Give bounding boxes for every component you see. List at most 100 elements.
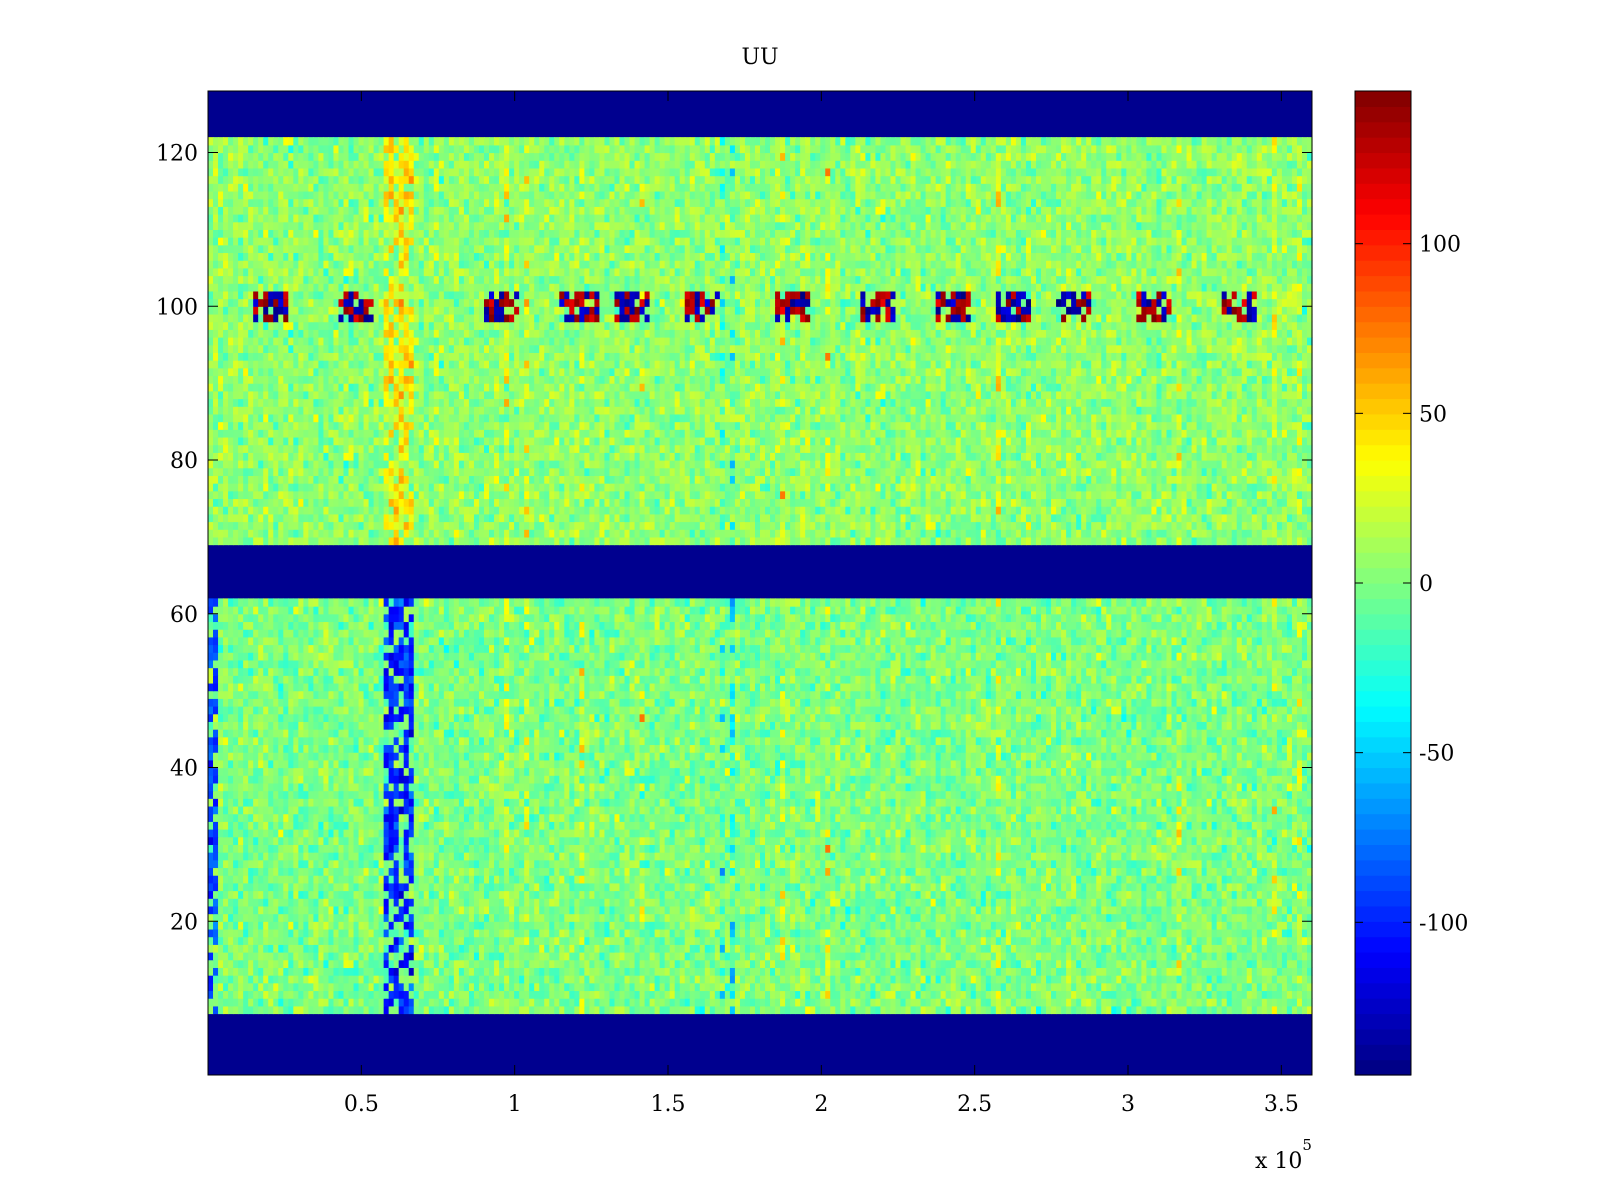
heatmap-cell [995, 928, 1002, 938]
heatmap-cell [393, 836, 400, 845]
heatmap-cell [905, 952, 912, 961]
heatmap-cell [850, 944, 856, 953]
heatmap-cell [499, 882, 505, 892]
heatmap-cell [574, 936, 580, 945]
heatmap-cell [499, 944, 505, 953]
heatmap-cell [1206, 913, 1213, 922]
heatmap-cell [785, 867, 791, 876]
heatmap-cell [699, 836, 706, 845]
heatmap-cell [1211, 959, 1218, 968]
heatmap-cell [930, 875, 937, 884]
heatmap-cell [258, 952, 264, 961]
heatmap-cell [283, 836, 289, 845]
heatmap-cell [223, 836, 229, 845]
heatmap-cell [308, 921, 314, 930]
heatmap-cell [679, 921, 686, 930]
heatmap-cell [318, 990, 325, 999]
heatmap-cell [218, 928, 224, 938]
heatmap-cell [754, 890, 761, 899]
heatmap-cell [749, 1005, 756, 1015]
heatmap-cell [1181, 867, 1188, 876]
heatmap-cell [935, 998, 942, 1007]
heatmap-cell [765, 990, 771, 999]
heatmap-cell [1241, 875, 1248, 884]
heatmap-cell [1151, 990, 1158, 999]
heatmap-cell [1156, 905, 1163, 915]
heatmap-cell [408, 859, 415, 869]
heatmap-cell [960, 913, 967, 922]
heatmap-cell [1191, 898, 1198, 907]
heatmap-cell [840, 867, 846, 876]
heatmap-cell [589, 982, 595, 992]
heatmap-cell [1216, 913, 1223, 922]
heatmap-cell [920, 936, 927, 945]
heatmap-cell [749, 998, 756, 1007]
heatmap-cell [1171, 859, 1178, 869]
heatmap-cell [1096, 975, 1102, 984]
heatmap-cell [1081, 990, 1087, 999]
heatmap-cell [499, 975, 505, 984]
heatmap-cell [965, 952, 972, 961]
heatmap-cell [438, 867, 445, 876]
heatmap-cell [1000, 1005, 1007, 1015]
heatmap-cell [398, 836, 405, 845]
heatmap-cell [428, 1005, 435, 1015]
heatmap-cell [955, 928, 962, 938]
heatmap-cell [499, 859, 505, 869]
heatmap-cell [458, 913, 465, 922]
heatmap-cell [1301, 1005, 1308, 1015]
heatmap-cell [1181, 936, 1188, 945]
heatmap-cell [895, 890, 902, 899]
heatmap-cell [1271, 890, 1278, 899]
heatmap-cell [1276, 982, 1283, 992]
heatmap-cell [1071, 867, 1077, 876]
heatmap-cell [243, 1005, 249, 1015]
heatmap-cell [1201, 959, 1208, 968]
heatmap-cell [1261, 844, 1268, 853]
heatmap-cell [649, 882, 656, 892]
heatmap-cell [318, 1005, 325, 1015]
heatmap-cell [393, 936, 400, 945]
heatmap-cell [679, 867, 686, 876]
heatmap-cell [564, 913, 570, 922]
heatmap-cell [970, 959, 977, 968]
heatmap-cell [1231, 859, 1238, 869]
heatmap-cell [679, 975, 686, 984]
heatmap-cell [323, 975, 330, 984]
heatmap-cell [413, 844, 420, 853]
heatmap-cell [1101, 975, 1107, 984]
heatmap-cell [514, 998, 520, 1007]
heatmap-cell [403, 990, 410, 999]
heatmap-cell [770, 844, 776, 853]
heatmap-cell [288, 944, 294, 953]
heatmap-cell [363, 982, 370, 992]
heatmap-cell [775, 998, 781, 1007]
heatmap-cell [970, 998, 977, 1007]
heatmap-cell [288, 913, 294, 922]
heatmap-cell [1066, 844, 1072, 853]
heatmap-cell [679, 990, 686, 999]
heatmap-cell [559, 844, 565, 853]
heatmap-cell [664, 944, 671, 953]
heatmap-cell [283, 882, 289, 892]
heatmap-cell [1206, 952, 1213, 961]
heatmap-cell [363, 921, 370, 930]
heatmap-cell [238, 882, 244, 892]
heatmap-cell [478, 936, 485, 945]
heatmap-cell [689, 967, 696, 976]
heatmap-cell [709, 975, 716, 984]
heatmap-cell [739, 975, 746, 984]
heatmap-cell [1136, 1005, 1142, 1015]
heatmap-cell [458, 898, 465, 907]
heatmap-cell [1231, 890, 1238, 899]
heatmap-cell [549, 844, 555, 853]
heatmap-cell [950, 936, 957, 945]
heatmap-cell [1106, 952, 1112, 961]
heatmap-cell [855, 844, 861, 853]
heatmap-cell [1066, 867, 1072, 876]
heatmap-cell [945, 1005, 952, 1015]
heatmap-cell [494, 921, 500, 930]
heatmap-cell [403, 952, 410, 961]
heatmap-cell [519, 898, 525, 907]
heatmap-cell [248, 944, 254, 953]
